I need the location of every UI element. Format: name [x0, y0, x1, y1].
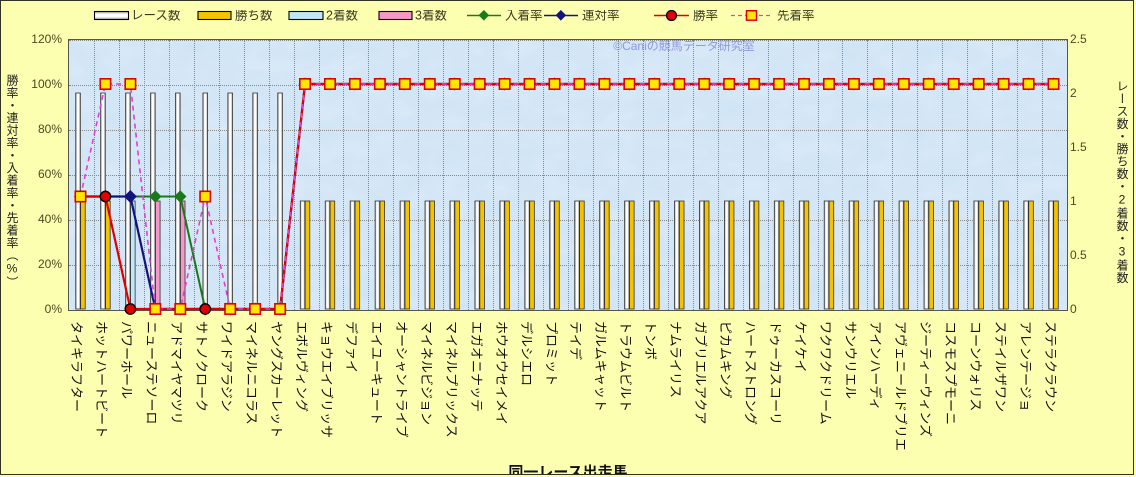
svg-text:入着率: 入着率: [505, 10, 543, 23]
svg-text:連対率: 連対率: [582, 10, 620, 23]
svg-text:3着数: 3着数: [415, 10, 447, 23]
svg-text:先着率: 先着率: [777, 10, 815, 23]
svg-text:2着数: 2着数: [326, 10, 358, 23]
svg-text:勝率: 勝率: [693, 10, 718, 23]
svg-text:レース数: レース数: [131, 10, 181, 23]
svg-text:勝ち数: 勝ち数: [235, 10, 273, 23]
